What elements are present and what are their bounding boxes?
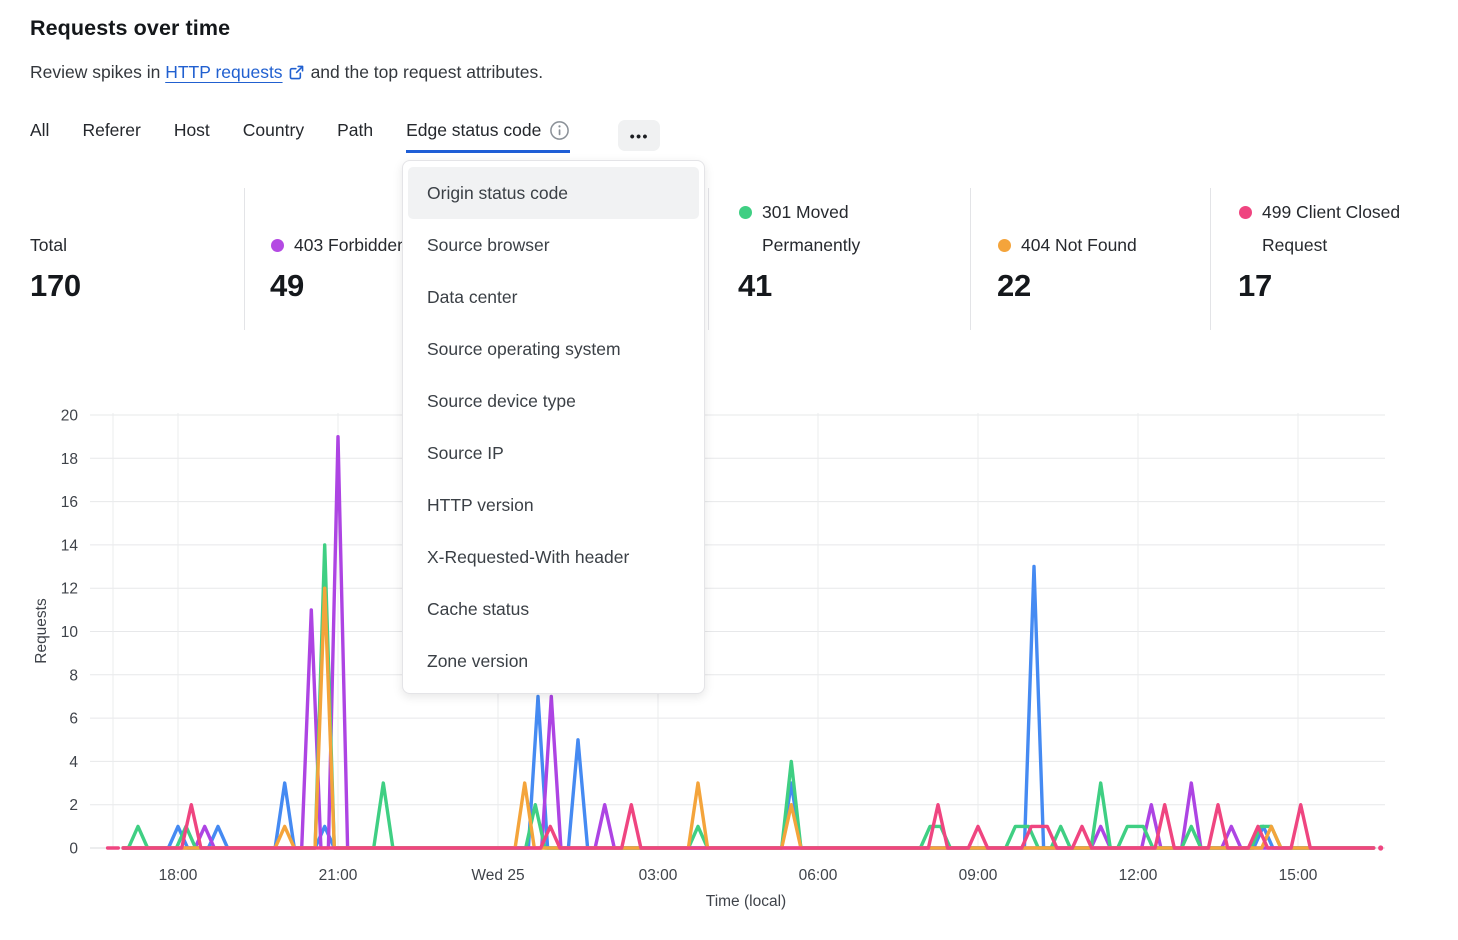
menu-item-source-device-type[interactable]: Source device type [427, 390, 576, 411]
y-tick-label: 0 [69, 841, 78, 858]
stat-divider [1210, 188, 1211, 330]
menu-item-cache-status[interactable]: Cache status [427, 598, 530, 619]
stat-label-text: 403 Forbidden [294, 235, 407, 255]
tab-edge-status-code[interactable]: Edge status code [406, 120, 571, 153]
tab-all[interactable]: All [30, 120, 49, 153]
stat-label: 404 Not Found [997, 229, 1196, 262]
y-tick-label: 8 [69, 667, 78, 684]
legend-dot-icon [271, 239, 284, 252]
x-tick-label: 06:00 [799, 867, 838, 884]
stat-value: 49 [270, 268, 304, 303]
attribute-dropdown-menu: Origin status code Source browser Data cen… [402, 160, 705, 694]
tab-country[interactable]: Country [243, 120, 304, 153]
page-subtitle: Review spikes in HTTP requests and the t… [30, 62, 543, 83]
stat-label-text: 404 Not Found [1021, 235, 1137, 255]
x-tick-label: 12:00 [1119, 867, 1158, 884]
tab-label: Country [242, 120, 305, 140]
series-301-moved-permanently [121, 543, 1376, 850]
legend-dot-icon [1239, 206, 1252, 219]
stat-499-client-closed-request: 499 Client Closed Request 17 [1238, 188, 1448, 332]
stat-divider [970, 188, 971, 330]
tab-path[interactable]: Path [337, 120, 373, 153]
stat-total: Total 170 [30, 188, 240, 332]
menu-item-data-center[interactable]: Data center [427, 286, 518, 307]
stat-label: 403 Forbidden [270, 229, 494, 262]
stat-label: Total [30, 229, 67, 262]
series-499-client-closed-request [105, 803, 1384, 851]
stat-divider [708, 188, 709, 330]
tab-label: Path [337, 120, 374, 140]
more-tabs-button[interactable]: ••• [618, 120, 661, 151]
stat-403-forbidden: 403 Forbidden 49 [270, 188, 480, 332]
y-axis-title: Requests [33, 598, 50, 664]
menu-item-x-requested-with-header[interactable]: X-Requested-With header [427, 546, 630, 567]
series-403-forbidden [121, 435, 1376, 850]
stat-label: 499 Client Closed Request [1238, 196, 1407, 262]
stat-value: 41 [738, 268, 772, 303]
tab-label: Host [173, 120, 210, 140]
series-blue-series-label-hidden-by-menu [121, 564, 1376, 850]
menu-item-source-operating-system[interactable]: Source operating system [427, 338, 621, 359]
menu-item-source-ip[interactable]: Source IP [427, 442, 504, 463]
tab-label: All [30, 120, 50, 140]
y-tick-label: 6 [69, 711, 78, 728]
stat-404-not-found: 404 Not Found 22 [997, 188, 1207, 332]
x-tick-label: 21:00 [319, 867, 358, 884]
y-tick-label: 14 [61, 537, 79, 554]
external-link-icon [288, 64, 305, 81]
tab-host[interactable]: Host [174, 120, 210, 153]
menu-item-source-browser[interactable]: Source browser [427, 234, 550, 255]
menu-item-zone-version[interactable]: Zone version [427, 650, 529, 671]
stat-divider [244, 188, 245, 330]
tab-label: Edge status code [406, 120, 542, 140]
y-tick-label: 12 [61, 581, 78, 598]
http-requests-link[interactable]: HTTP requests [165, 62, 283, 82]
subtitle-prefix: Review spikes in [30, 62, 161, 82]
tab-list: All Referer Host Country Path Edge status cod… [30, 120, 661, 153]
y-tick-label: 18 [61, 451, 78, 468]
stat-301-moved-permanently: 301 Moved Permanently 41 [738, 188, 948, 332]
stat-value: 170 [30, 268, 81, 303]
tab-referer[interactable]: Referer [82, 120, 140, 153]
stat-label-text: 301 Moved Permanently [762, 202, 861, 255]
info-icon[interactable] [549, 120, 570, 141]
legend-dot-icon [739, 206, 752, 219]
x-tick-label: Wed 25 [471, 867, 524, 884]
y-tick-label: 2 [69, 797, 78, 814]
tab-label: Referer [82, 120, 141, 140]
x-tick-label: 03:00 [639, 867, 678, 884]
x-axis-title: Time (local) [706, 893, 786, 910]
x-tick-label: 09:00 [959, 867, 998, 884]
page-title: Requests over time [30, 16, 231, 40]
stat-label: 301 Moved Permanently [738, 196, 890, 262]
stats-row: Total 170 403 Forbidden 49 301 Moved Permane… [0, 0, 1458, 350]
menu-item-http-version[interactable]: HTTP version [427, 494, 534, 515]
y-tick-label: 4 [69, 754, 78, 771]
y-tick-label: 16 [61, 494, 78, 511]
x-tick-label: 18:00 [159, 867, 198, 884]
stat-label-text: Total [30, 235, 67, 255]
y-tick-label: 20 [61, 408, 79, 425]
stat-value: 17 [1238, 268, 1272, 303]
stat-label-text: 499 Client Closed Request [1262, 202, 1401, 255]
y-tick-label: 10 [61, 624, 79, 641]
stat-value: 22 [997, 268, 1031, 303]
x-tick-label: 15:00 [1279, 867, 1318, 884]
subtitle-suffix: and the top request attributes. [310, 62, 544, 82]
legend-dot-icon [998, 239, 1011, 252]
menu-item-origin-status-code[interactable]: Origin status code [408, 167, 699, 219]
